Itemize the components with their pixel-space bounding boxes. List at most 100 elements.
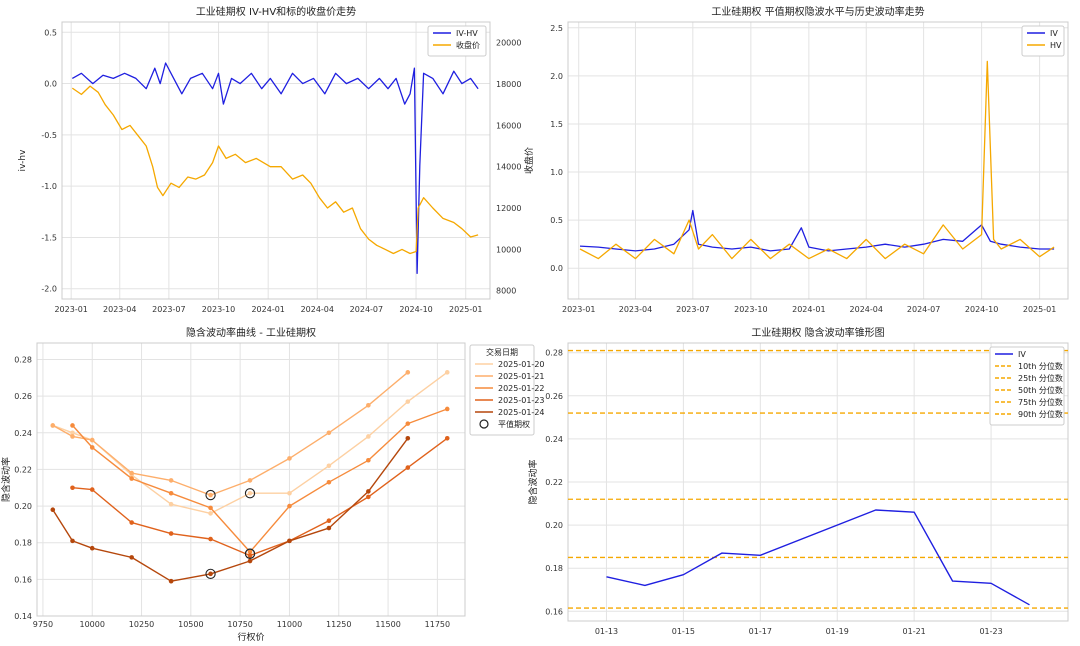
y-tick-label: 2.0 — [550, 72, 563, 81]
data-point — [168, 531, 174, 536]
data-point — [326, 518, 332, 524]
x-tick-label: 2023-01 — [562, 305, 595, 314]
y-tick-label: 0.22 — [545, 478, 563, 487]
data-point — [326, 463, 332, 469]
x-tick-label: 2024-07 — [907, 305, 940, 314]
data-point — [287, 456, 292, 461]
y-tick-label-right: 20000 — [496, 39, 521, 48]
chart-title: 工业硅期权 IV-HV和标的收盘价走势 — [196, 5, 356, 18]
series-line — [71, 85, 479, 255]
data-point — [168, 478, 174, 483]
x-axis-label: 行权价 — [237, 631, 264, 643]
x-tick-label: 2023-01 — [54, 305, 87, 314]
plot-frame — [61, 21, 491, 300]
x-tick-label: 2023-10 — [734, 305, 767, 314]
data-point — [326, 430, 332, 436]
data-point — [326, 479, 332, 485]
y-tick-label-left: -2.0 — [41, 285, 57, 294]
chart-iv-hv-close: 工业硅期权 IV-HV和标的收盘价走势 2023-01 2023-04 2023-07… — [18, 5, 535, 314]
legend-label: 75th 分位数 — [1018, 397, 1063, 407]
legend-label: 10th 分位数 — [1018, 361, 1063, 371]
y-tick-label-right: 10000 — [496, 245, 521, 254]
data-point — [287, 490, 292, 496]
y-tick-label-right: 16000 — [496, 121, 521, 130]
data-point — [50, 507, 56, 513]
legend-marker — [479, 419, 489, 429]
atm-marker — [205, 489, 216, 501]
data-point — [129, 470, 134, 476]
y-tick-label: 1.5 — [550, 120, 563, 129]
chart-title: 工业硅期权 隐含波动率锥形图 — [751, 326, 884, 339]
data-point — [129, 520, 134, 525]
x-tick-label: 2023-04 — [619, 305, 652, 314]
x-tick-label: 9750 — [33, 620, 53, 629]
series-line — [579, 209, 1055, 252]
legend-label: 收盘价 — [456, 40, 480, 50]
data-point — [247, 478, 253, 483]
data-point — [247, 549, 253, 555]
y-tick-label-left: 0.0 — [44, 80, 57, 89]
y-tick-label-right: 18000 — [496, 80, 521, 89]
y-tick-label: 0.16 — [545, 607, 563, 616]
x-tick-label: 01-15 — [672, 627, 695, 636]
data-point — [208, 505, 213, 511]
x-tick-label: 01-23 — [979, 627, 1002, 636]
x-tick-label: 2024-04 — [850, 305, 883, 314]
y-tick-label: 0.18 — [14, 539, 32, 548]
x-tick-label: 2023-07 — [676, 305, 709, 314]
y-tick-label: 0.20 — [545, 521, 563, 530]
y-axis-label-left: iv-hv — [18, 149, 28, 172]
data-point — [129, 476, 134, 481]
x-tick-label: 2024-07 — [350, 305, 383, 314]
legend-label: 2025-01-20 — [498, 360, 545, 369]
legend-label: IV — [1050, 29, 1058, 38]
y-tick-label: 1.0 — [550, 168, 563, 177]
x-tick-label: 01-17 — [749, 627, 772, 636]
y-tick-label: 0.22 — [14, 465, 32, 474]
data-point — [366, 494, 371, 500]
data-point — [89, 445, 95, 450]
y-tick-label: 0.26 — [545, 392, 563, 401]
series-line — [71, 62, 479, 275]
data-point — [89, 487, 95, 492]
y-tick-label: 0.28 — [14, 355, 32, 364]
y-tick-label: 0.5 — [550, 216, 563, 225]
data-point — [444, 406, 450, 412]
data-point — [70, 538, 75, 544]
data-point — [129, 555, 134, 560]
y-tick-label-left: -1.5 — [41, 233, 57, 242]
y-tick-label-left: 0.5 — [44, 28, 57, 37]
y-tick-label-left: -0.5 — [41, 131, 57, 140]
y-tick-label: 0.24 — [545, 435, 563, 444]
y-axis-label: 隐含波动率 — [527, 459, 539, 504]
data-point — [168, 490, 174, 496]
y-tick-label: 0.0 — [550, 264, 563, 273]
data-point — [287, 538, 292, 544]
x-tick-label: 2024-01 — [792, 305, 825, 314]
y-tick-label: 0.28 — [545, 349, 563, 358]
y-tick-label: 0.24 — [14, 429, 32, 438]
legend-label: IV-HV — [456, 29, 478, 38]
data-point — [366, 402, 371, 408]
data-point — [247, 490, 253, 496]
chart-title: 隐含波动率曲线 - 工业硅期权 — [186, 326, 316, 339]
data-point — [287, 503, 292, 509]
x-tick-label: 11750 — [425, 620, 450, 629]
x-tick-label: 01-21 — [903, 627, 926, 636]
legend-label: 50th 分位数 — [1018, 385, 1063, 395]
x-tick-label: 01-19 — [826, 627, 849, 636]
series-line — [52, 371, 409, 496]
data-point — [366, 489, 371, 494]
y-tick-label: 0.26 — [14, 392, 32, 401]
x-tick-label: 10500 — [178, 620, 203, 629]
data-point — [208, 571, 213, 577]
atm-marker — [244, 548, 256, 559]
data-point — [70, 485, 75, 491]
x-tick-label: 2024-01 — [251, 305, 284, 314]
plot-frame — [567, 21, 1069, 300]
y-axis-label-right: 收盘价 — [523, 147, 535, 174]
data-point — [366, 434, 371, 439]
plot-frame — [567, 342, 1069, 622]
data-point — [168, 501, 174, 507]
